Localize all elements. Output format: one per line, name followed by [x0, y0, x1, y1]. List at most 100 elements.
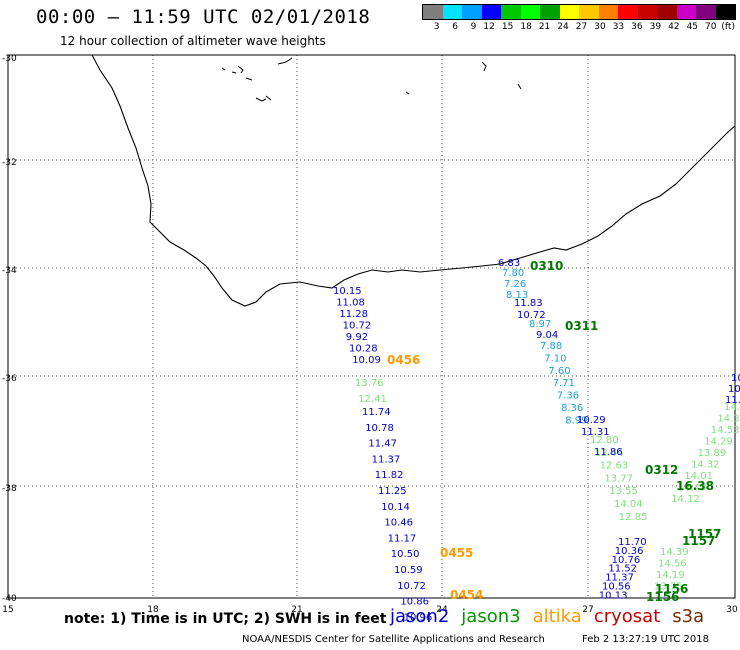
- swh-value: 14.37: [717, 414, 740, 425]
- pass-time: 0456: [387, 353, 420, 367]
- swh-value: 7.71: [553, 378, 575, 389]
- swh-value: 10.72: [517, 310, 546, 321]
- latitude-label: -36: [2, 374, 17, 384]
- swh-value: 14.53: [711, 425, 740, 436]
- colorbar-swatch: [676, 5, 696, 19]
- swh-value-labels: 10.1511.0811.2810.729.9210.2810.0913.761…: [333, 258, 740, 623]
- swh-value: 10.13: [599, 590, 628, 601]
- latitude-label: -30: [2, 54, 17, 64]
- swh-value: 14.12: [671, 494, 700, 505]
- swh-value: 11.28: [339, 309, 368, 320]
- swh-value: 8.99: [565, 415, 587, 426]
- swh-value: 11.17: [388, 533, 417, 544]
- longitude-label: 21: [291, 605, 302, 615]
- swh-value: 10.96: [404, 612, 433, 623]
- swh-value: 11.74: [362, 407, 391, 418]
- longitude-labels: 15 18 21 24 27 30: [2, 605, 738, 615]
- swh-value: 12.85: [619, 512, 648, 523]
- coastline: [91, 54, 736, 307]
- swh-value: 12.63: [600, 461, 629, 472]
- swh-value: 10.59: [394, 565, 423, 576]
- swh-value: 6.83: [498, 258, 520, 269]
- colorbar-label: 33: [612, 22, 625, 32]
- swh-value: 10.14: [381, 502, 410, 513]
- swh-value: 14.04: [614, 499, 643, 510]
- swh-value: 12.80: [590, 435, 619, 446]
- colorbar-label: 39: [649, 22, 662, 32]
- colorbar-swatch: [481, 5, 501, 19]
- swh-value: 7.60: [548, 366, 570, 377]
- swh-value: 14.15: [724, 402, 740, 413]
- legend-s3a: s3a: [672, 606, 705, 627]
- swh-value: 10.28: [349, 344, 378, 355]
- colorbar-swatch: [540, 5, 560, 19]
- latitude-label: -40: [2, 594, 17, 604]
- swh-value: 10.50: [391, 549, 420, 560]
- colorbar-swatch: [657, 5, 677, 19]
- latitude-label: -34: [2, 266, 17, 276]
- swh-value: 14.01: [684, 471, 713, 482]
- swh-value: 10: [728, 384, 740, 395]
- colorbar-label: 36: [631, 22, 643, 32]
- longitude-label: 27: [582, 605, 593, 615]
- colorbar-label: (ft): [721, 22, 735, 32]
- swh-value: 11.08: [336, 298, 365, 309]
- swh-value: 11.6: [725, 395, 740, 406]
- swh-value: 11.70: [618, 537, 647, 548]
- swh-value: 14.29: [704, 437, 733, 448]
- generated-timestamp: Feb 2 13:27:19 UTC 2018: [582, 634, 709, 645]
- swh-value: 14.32: [691, 460, 720, 471]
- units-note: note: 1) Time is in UTC; 2) SWH is in fe…: [64, 611, 387, 627]
- pass-time: 0455: [440, 546, 473, 560]
- swh-value: 9.04: [536, 330, 558, 341]
- swh-value: 7.88: [540, 341, 562, 352]
- latitude-label: -32: [2, 158, 17, 168]
- longitude-label: 30: [726, 605, 738, 615]
- colorbar-swatch: [579, 5, 599, 19]
- pass-time: 1156: [655, 582, 688, 596]
- pass-time: 0312: [645, 463, 678, 477]
- colorbar-swatch: [637, 5, 657, 19]
- chart-title: 00:00 – 11:59 UTC 02/01/2018: [36, 6, 371, 28]
- swh-value: 7.26: [504, 279, 526, 290]
- colorbar-label: 18: [520, 22, 532, 32]
- colorbar-label: 42: [668, 22, 680, 32]
- swh-value: 7.36: [557, 391, 579, 402]
- swh-value: 11.37: [605, 573, 634, 584]
- longitude-label: 15: [2, 605, 13, 615]
- swh-value: 10.29: [577, 415, 606, 426]
- swh-value: 11.52: [608, 564, 637, 575]
- swh-value: 10.15: [333, 286, 362, 297]
- colorbar-label: 27: [575, 22, 588, 32]
- pass-time: 0310: [530, 259, 563, 273]
- swh-value: 7.10: [544, 353, 566, 364]
- swh-value: 10.72: [397, 581, 426, 592]
- swh-value: 13.77: [604, 473, 633, 484]
- pass-time: 1157: [688, 527, 721, 541]
- legend-jason3: jason3: [461, 606, 521, 627]
- longitude-label: 24: [436, 605, 448, 615]
- swh-value: 11.37: [372, 454, 401, 465]
- swh-value: 13.89: [698, 448, 727, 459]
- swh-value: 11.47: [368, 439, 397, 450]
- colorbar-label: 70: [705, 22, 717, 32]
- latitude-labels: -30 -32 -34 -36 -38 -40: [2, 54, 17, 604]
- colorbar-swatch: [598, 5, 618, 19]
- swh-value: 10.09: [352, 355, 381, 366]
- swh-value: 13.75: [654, 582, 683, 593]
- swh-value: 8.13: [506, 290, 528, 301]
- pass-time: 16.38: [676, 479, 714, 493]
- colorbar-label: 3: [433, 22, 440, 32]
- swh-value: 14.43: [678, 483, 707, 494]
- swh-value: 10.56: [602, 582, 631, 593]
- colorbar-label: 30: [594, 22, 606, 32]
- swh-value: 8.97: [529, 319, 551, 330]
- colorbar-label: 45: [686, 22, 699, 32]
- legend-cryosat: cryosat: [593, 606, 661, 627]
- legend-altika: altika: [532, 606, 582, 627]
- credit-text: NOAA/NESDIS Center for Satellite Applica…: [242, 634, 545, 645]
- colorbar-swatch: [715, 5, 735, 19]
- swh-value: 13.55: [609, 486, 638, 497]
- colorbar-swatches: [422, 4, 736, 20]
